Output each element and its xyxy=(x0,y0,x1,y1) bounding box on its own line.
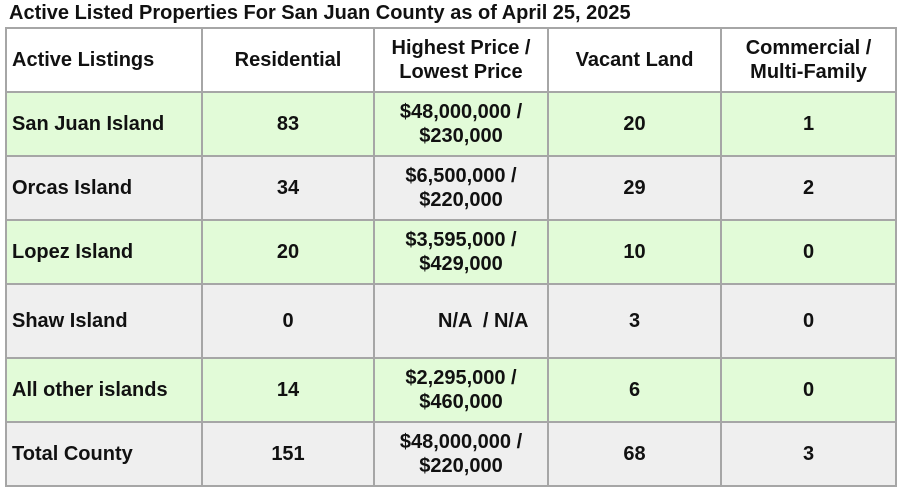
row-price-low: $429,000 xyxy=(419,253,503,275)
table-row: Lopez Island 20 $3,595,000 / $429,000 10… xyxy=(5,219,897,285)
row-price-high: $3,595,000 / xyxy=(405,229,517,251)
row-commercial: 1 xyxy=(720,91,897,157)
row-price: $6,500,000 / $220,000 xyxy=(373,155,549,221)
row-price-high: $48,000,000 / xyxy=(399,431,523,453)
row-vacant: 10 xyxy=(547,219,722,285)
row-price: $3,595,000 / $429,000 xyxy=(373,219,549,285)
row-vacant: 68 xyxy=(547,421,722,487)
row-commercial: 3 xyxy=(720,421,897,487)
table-row: Total County 151 $48,000,000 / $220,000 … xyxy=(5,421,897,487)
row-price-high: $48,000,000 / xyxy=(399,101,523,123)
row-residential: 20 xyxy=(201,219,375,285)
row-price: $48,000,000 / $220,000 xyxy=(373,421,549,487)
header-commercial-line1: Commercial / xyxy=(745,37,872,59)
row-name: Lopez Island xyxy=(5,219,203,285)
row-commercial: 2 xyxy=(720,155,897,221)
row-name: All other islands xyxy=(5,357,203,423)
header-price: Highest Price / Lowest Price xyxy=(373,27,549,93)
row-name: Total County xyxy=(5,421,203,487)
row-price-high: N/A / N/A xyxy=(438,310,529,332)
row-vacant: 6 xyxy=(547,357,722,423)
row-price-low: $220,000 xyxy=(419,189,503,211)
row-residential: 151 xyxy=(201,421,375,487)
header-price-line2: Lowest Price xyxy=(399,61,523,83)
row-residential: 83 xyxy=(201,91,375,157)
header-active-listings: Active Listings xyxy=(5,27,203,93)
header-commercial: Commercial / Multi-Family xyxy=(720,27,897,93)
row-residential: 0 xyxy=(201,283,375,359)
page-title: Active Listed Properties For San Juan Co… xyxy=(9,2,631,24)
row-commercial: 0 xyxy=(720,357,897,423)
row-price-high: $6,500,000 / xyxy=(405,165,517,187)
header-row: Active Listings Residential Highest Pric… xyxy=(5,27,897,93)
row-price: N/A / N/A xyxy=(373,283,549,359)
table-row: San Juan Island 83 $48,000,000 / $230,00… xyxy=(5,91,897,157)
header-commercial-line2: Multi-Family xyxy=(750,61,867,83)
header-price-line1: Highest Price / xyxy=(391,37,531,59)
row-price-low: $460,000 xyxy=(419,391,503,413)
row-vacant: 29 xyxy=(547,155,722,221)
row-vacant: 3 xyxy=(547,283,722,359)
row-price: $48,000,000 / $230,000 xyxy=(373,91,549,157)
row-name: Shaw Island xyxy=(5,283,203,359)
row-price-low: $220,000 xyxy=(419,455,503,477)
row-vacant: 20 xyxy=(547,91,722,157)
header-vacant-land: Vacant Land xyxy=(547,27,722,93)
listings-table: Active Listings Residential Highest Pric… xyxy=(5,27,897,487)
row-price: $2,295,000 / $460,000 xyxy=(373,357,549,423)
row-name: Orcas Island xyxy=(5,155,203,221)
row-price-high: $2,295,000 / xyxy=(405,367,517,389)
row-commercial: 0 xyxy=(720,219,897,285)
row-price-low: $230,000 xyxy=(419,125,503,147)
row-name: San Juan Island xyxy=(5,91,203,157)
row-commercial: 0 xyxy=(720,283,897,359)
row-residential: 14 xyxy=(201,357,375,423)
table-row: Orcas Island 34 $6,500,000 / $220,000 29… xyxy=(5,155,897,221)
row-residential: 34 xyxy=(201,155,375,221)
table-row: All other islands 14 $2,295,000 / $460,0… xyxy=(5,357,897,423)
header-residential: Residential xyxy=(201,27,375,93)
table-row: Shaw Island 0 N/A / N/A 3 0 xyxy=(5,283,897,359)
